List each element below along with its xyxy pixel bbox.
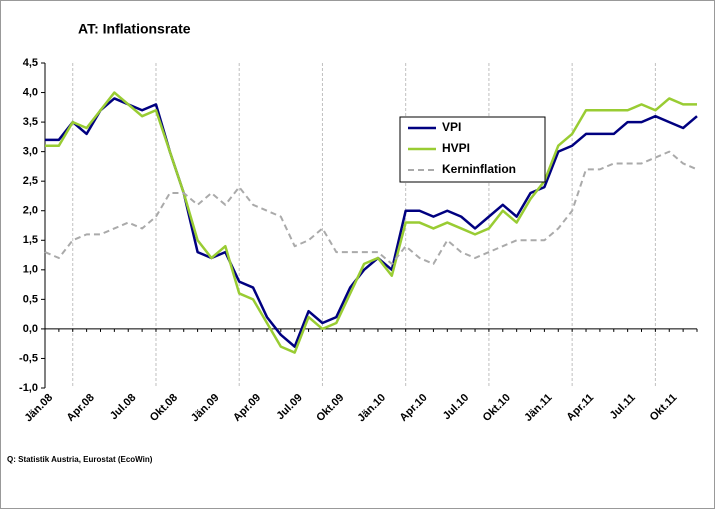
y-tick-label: 4,0 bbox=[23, 86, 38, 98]
y-tick-label: 2,0 bbox=[23, 205, 38, 217]
series-line bbox=[45, 91, 697, 354]
y-tick-label: 2,5 bbox=[23, 175, 38, 187]
y-tick-label: 0,0 bbox=[23, 323, 38, 335]
legend-label: Kerninflation bbox=[442, 162, 516, 176]
series-line bbox=[45, 97, 698, 348]
y-tick-label: -1,0 bbox=[19, 382, 38, 394]
y-tick-label: 3,5 bbox=[23, 116, 38, 128]
y-tick-label: 0,5 bbox=[23, 293, 38, 305]
y-tick-label: 1,5 bbox=[23, 234, 38, 246]
y-tick-label: 1,0 bbox=[23, 264, 38, 276]
source-note: Q: Statistik Austria, Eurostat (EcoWin) bbox=[7, 455, 153, 464]
y-tick-label: -0,5 bbox=[19, 352, 38, 364]
chart-title: AT: Inflationsrate bbox=[78, 21, 191, 37]
legend-label: VPI bbox=[442, 120, 461, 134]
y-tick-label: 3,0 bbox=[23, 146, 38, 158]
series-line bbox=[44, 150, 698, 265]
y-tick-label: 4,5 bbox=[23, 57, 38, 69]
legend-label: HVPI bbox=[442, 141, 470, 155]
